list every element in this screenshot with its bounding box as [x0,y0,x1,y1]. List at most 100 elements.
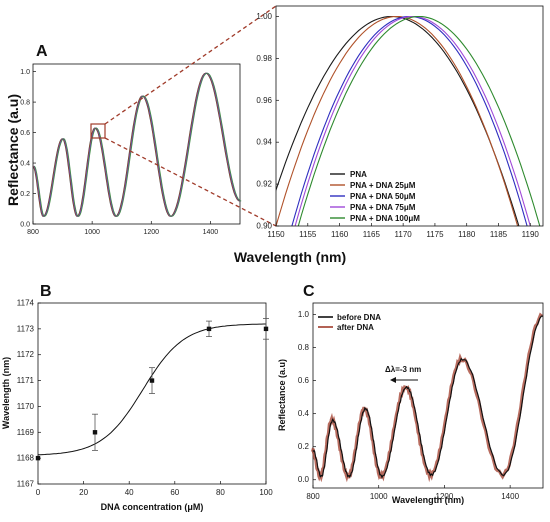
y-tick-label: 0.6 [298,376,310,385]
b-xlabel: DNA concentration (μM) [101,502,204,512]
x-tick-label: 800 [27,229,39,236]
x-tick-label: 60 [170,488,179,497]
x-tick-label: 100 [259,488,273,497]
legend-label: PNA + DNA 75μM [350,203,416,212]
y-tick-label: 1171 [17,376,35,385]
x-tick-label: 1000 [84,229,100,236]
panel-label-b: B [40,283,52,300]
a-zoom-series [276,15,541,226]
y-tick-label: 0.8 [20,100,30,107]
c-series [310,312,544,483]
x-tick-label: 800 [306,492,320,501]
y-tick-label: 0.2 [20,191,30,198]
c-frame [312,302,544,489]
chart-b: 0 20 40 60 80 100 1167 1168 1169 1170 1171 1172 1173… [1,299,273,513]
x-tick-label: 1000 [370,492,388,501]
a-main-axes: 800 1000 1200 1400 0.0 0.2 0.4 0.6 0.8 1.0 [20,69,218,236]
x-tick-label: 1200 [143,229,159,236]
y-tick-label: 0.0 [298,475,310,484]
x-tick-label: 1400 [501,492,519,501]
x-tick-label: 1170 [395,230,413,239]
y-tick-label: 1.00 [256,12,272,21]
b-axes: 0 20 40 60 80 100 1167 1168 1169 1170 1171 1172 1173… [17,299,273,498]
y-tick-label: 1172 [17,350,35,359]
c-shift-annotation: Δλ=-3 nm [385,365,421,374]
a-zoom-line [294,15,531,226]
panel-label-a: A [36,43,48,60]
zoom-link-top [104,5,277,125]
y-tick-label: 0.4 [20,161,30,168]
b-ylabel: Wavelength (nm) [1,357,11,429]
a-main-line [33,72,242,217]
y-tick-label: 1168 [17,454,35,463]
x-tick-label: 1400 [203,229,219,236]
a-zoom-legend: PNA PNA + DNA 25μM PNA + DNA 50μM PNA + DNA… [330,170,420,223]
y-tick-label: 0.96 [256,96,272,105]
x-tick-label: 80 [216,488,225,497]
x-tick-label: 0 [36,488,41,497]
legend-label: PNA + DNA 25μM [350,181,416,190]
y-tick-label: 1170 [17,402,35,411]
x-tick-label: 1175 [426,230,444,239]
x-tick-label: 1155 [299,230,317,239]
y-tick-label: 1169 [17,428,35,437]
x-tick-label: 1190 [522,230,540,239]
c-axes: 800 1000 1200 1400 0.0 0.2 0.4 0.6 0.8 1.0 [298,310,520,501]
b-point [149,378,155,383]
panel-label-c: C [303,283,315,300]
y-tick-label: 0.6 [20,130,30,137]
b-point [92,430,98,435]
c-xlabel: Wavelength (nm) [392,495,464,505]
x-tick-label: 1200 [436,492,454,501]
y-tick-label: 1173 [17,324,35,333]
zoom-link-bottom [104,137,277,227]
y-tick-label: 0.0 [20,222,30,229]
x-tick-label: 1185 [490,230,508,239]
a-xlabel: Wavelength (nm) [234,249,346,265]
a-main-line [32,72,241,217]
legend-label: PNA + DNA 50μM [350,192,416,201]
chart-a-main: 800 1000 1200 1400 0.0 0.2 0.4 0.6 0.8 1.0 [20,63,242,236]
a-zoom-line [297,15,541,226]
y-tick-label: 0.2 [298,442,310,451]
x-tick-label: 1160 [331,230,349,239]
y-tick-label: 1.0 [298,310,310,319]
a-main-line [32,72,240,217]
c-line [310,312,543,483]
y-tick-label: 0.94 [256,138,272,147]
y-tick-label: 1174 [17,299,35,308]
y-tick-label: 1167 [17,480,35,489]
a-ylabel: Reflectance (a.u) [5,94,21,206]
a-zoom-line [276,15,519,226]
b-points [35,318,269,461]
a-main-series [32,72,242,217]
y-tick-label: 0.4 [298,409,310,418]
c-line [312,315,544,479]
legend-label: before DNA [337,313,381,322]
x-tick-label: 1180 [458,230,476,239]
y-tick-label: 1.0 [20,69,30,76]
c-shift-arrowhead [390,377,396,383]
c-ylabel: Reflectance (a.u) [277,359,287,431]
b-point [263,326,269,332]
zoom-box [90,123,106,139]
a-zoom-line [291,15,528,226]
b-frame [37,302,267,485]
a-main-frame [32,63,241,225]
a-zoom-frame [275,5,544,227]
x-tick-label: 40 [125,488,134,497]
a-zoom-axes: 1150 1155 1160 1165 1170 1175 1180 1185 1190 0.90… [256,12,539,239]
legend-label: PNA [350,170,367,179]
x-tick-label: 20 [79,488,88,497]
y-tick-label: 0.8 [298,343,310,352]
b-point [206,326,212,332]
y-tick-label: 0.98 [256,54,272,63]
x-tick-label: 1165 [363,230,381,239]
b-point [35,455,41,461]
legend-label: PNA + DNA 100μM [350,214,420,223]
chart-c: 800 1000 1200 1400 0.0 0.2 0.4 0.6 0.8 1.0 before… [277,302,544,505]
x-tick-label: 1150 [267,230,285,239]
legend-label: after DNA [337,323,374,332]
